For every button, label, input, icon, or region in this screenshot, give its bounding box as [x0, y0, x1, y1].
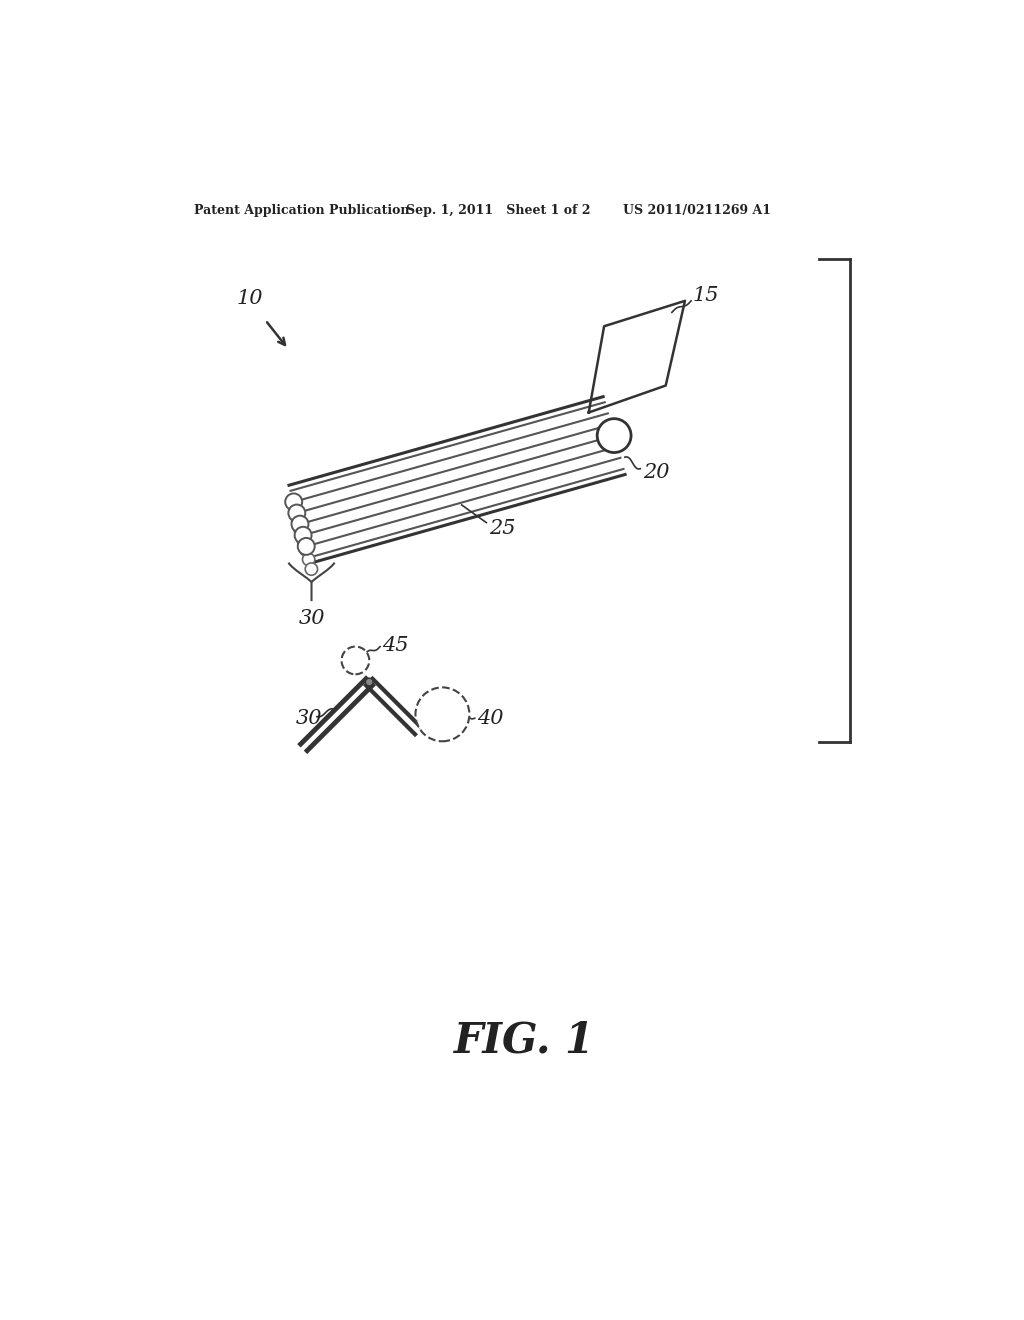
Circle shape — [295, 527, 311, 544]
Text: 25: 25 — [488, 519, 515, 537]
Circle shape — [302, 553, 314, 565]
Circle shape — [342, 647, 370, 675]
Circle shape — [300, 544, 312, 556]
Text: Sep. 1, 2011   Sheet 1 of 2: Sep. 1, 2011 Sheet 1 of 2 — [407, 205, 591, 218]
Circle shape — [292, 515, 304, 527]
Text: 45: 45 — [382, 635, 409, 655]
Circle shape — [416, 688, 469, 742]
Text: US 2011/0211269 A1: US 2011/0211269 A1 — [624, 205, 771, 218]
Circle shape — [305, 562, 317, 576]
Text: 20: 20 — [643, 463, 669, 482]
Text: 40: 40 — [477, 709, 504, 727]
Circle shape — [289, 504, 305, 521]
Text: Patent Application Publication: Patent Application Publication — [194, 205, 410, 218]
Text: 30: 30 — [296, 709, 323, 729]
Circle shape — [298, 539, 314, 554]
Text: FIG. 1: FIG. 1 — [455, 1019, 595, 1061]
Circle shape — [297, 535, 309, 546]
Circle shape — [597, 418, 631, 453]
Circle shape — [294, 524, 306, 537]
Circle shape — [292, 516, 308, 533]
Text: 15: 15 — [692, 286, 719, 305]
Text: 10: 10 — [237, 289, 263, 308]
Circle shape — [289, 506, 301, 517]
Circle shape — [286, 494, 302, 511]
Circle shape — [366, 678, 373, 686]
Text: 30: 30 — [298, 609, 325, 627]
